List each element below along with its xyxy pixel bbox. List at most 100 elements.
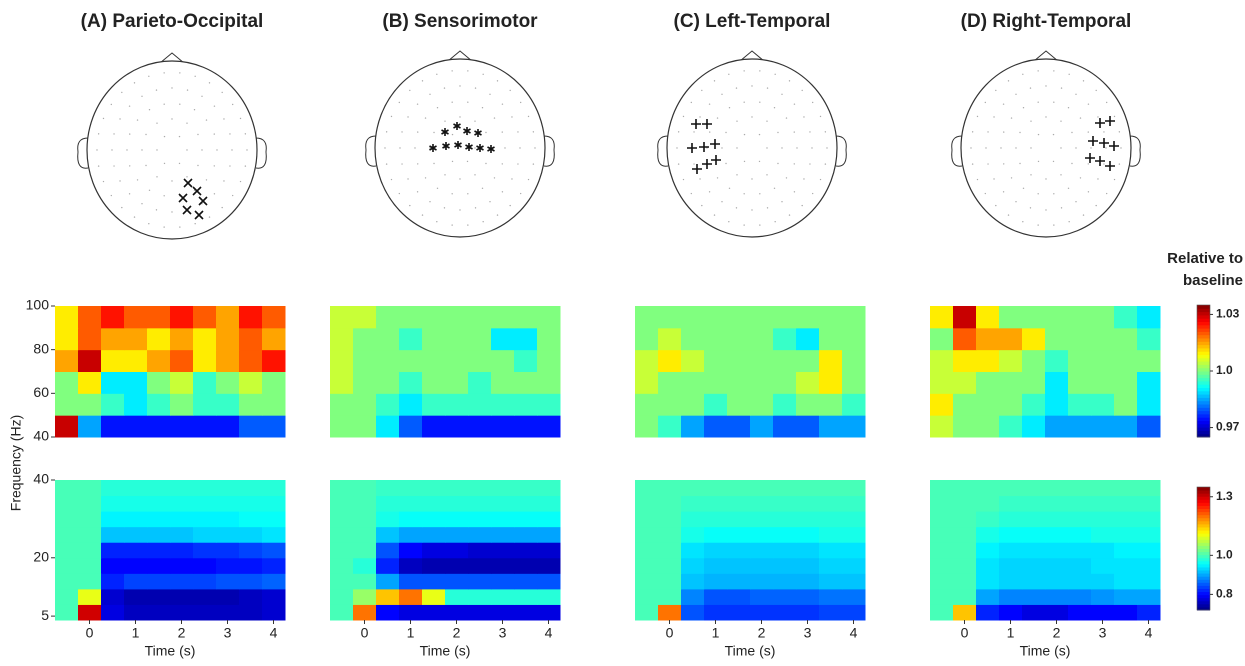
x-tick-label: 3: [499, 625, 507, 641]
electrode: [677, 163, 680, 165]
colorbar-segment: [1197, 390, 1210, 395]
heatmap-cell: [999, 371, 1023, 394]
heatmap-cell: [262, 371, 286, 394]
electrode: [809, 163, 811, 165]
electrode: [119, 118, 121, 120]
heatmap-cell: [930, 371, 954, 394]
heatmap-cell: [422, 349, 446, 372]
heatmap-cell: [491, 526, 515, 543]
electrode: [1097, 178, 1099, 180]
electrode: [774, 221, 776, 223]
heatmap-cell: [55, 557, 79, 574]
electrode: [216, 149, 218, 151]
electrode: [993, 116, 995, 118]
heatmap-cell: [930, 306, 954, 329]
electrode: [758, 133, 761, 136]
electrode: [1075, 93, 1077, 96]
heatmap-cell: [239, 327, 263, 351]
colorbar-segment: [1197, 417, 1210, 421]
electrode: [713, 80, 716, 82]
heatmap-cell: [819, 511, 843, 528]
heatmap-cell: [796, 511, 820, 528]
electrode: [443, 207, 446, 209]
heatmap-cell: [399, 526, 423, 543]
heatmap-cell: [239, 480, 263, 497]
heatmap-cell: [930, 393, 954, 416]
heatmap-cell: [468, 393, 492, 416]
heatmap-cell: [1114, 371, 1138, 394]
colorbar-segment: [1197, 600, 1210, 605]
heatmap-cell: [930, 557, 954, 574]
colorbar-segment: [1197, 305, 1210, 309]
electrode-marker: [1095, 156, 1105, 166]
colorbar-segment: [1197, 338, 1210, 342]
heatmap-cell: [468, 306, 492, 329]
heatmap-cell: [330, 526, 354, 543]
electrode: [1007, 214, 1010, 216]
heatmap-cell: [999, 604, 1023, 621]
heatmap-cell: [1137, 415, 1161, 438]
topoplot: [365, 50, 555, 238]
heatmap-cell: [376, 526, 400, 543]
heatmap-cell: [819, 526, 843, 543]
heatmap-cell: [514, 415, 538, 438]
heatmap-cell: [353, 604, 377, 621]
heatmap-cell: [681, 542, 705, 559]
colorbar-segment: [1197, 588, 1210, 593]
electrode: [793, 103, 796, 105]
heatmap-cell: [239, 306, 263, 329]
heatmap-cell: [170, 480, 194, 497]
heatmap-cell: [330, 480, 354, 497]
electrode: [1095, 204, 1097, 207]
heatmap-cell: [658, 327, 682, 351]
electrode: [793, 191, 796, 193]
heatmap-cell: [819, 480, 843, 497]
heatmap-cell: [930, 588, 954, 605]
electrode: [511, 178, 513, 180]
electrode: [485, 162, 487, 165]
heatmap-cell: [819, 588, 843, 605]
heatmap-cell: [681, 557, 705, 574]
heatmap-cell: [635, 604, 659, 621]
heatmap-cell: [55, 495, 79, 512]
heatmap-cell: [1045, 415, 1069, 438]
colorbar-tick-label: 1.03: [1216, 307, 1240, 321]
heatmap-cell: [55, 306, 79, 329]
heatmap-cell: [842, 588, 866, 605]
heatmap-cell: [445, 393, 469, 416]
heatmap-cell: [491, 415, 515, 438]
colorbar-segment: [1197, 582, 1210, 586]
electrode: [493, 177, 496, 179]
heatmap-cell: [193, 557, 217, 574]
x-tick-label: 1: [407, 625, 415, 641]
electrode: [213, 105, 216, 107]
heatmap-cell: [1022, 393, 1046, 416]
heatmap-cell: [976, 588, 1000, 605]
electrode: [759, 224, 761, 226]
heatmap-cell: [216, 495, 240, 512]
heatmap-cell: [750, 495, 774, 512]
heatmap-cell: [1091, 557, 1115, 574]
electrode: [501, 163, 503, 165]
electrode-marker: [692, 164, 702, 174]
electrode: [751, 116, 753, 118]
heatmap-cell: [330, 573, 354, 590]
electrode: [985, 147, 987, 149]
heatmap-cell: [953, 573, 977, 590]
colorbar-segment: [1197, 423, 1210, 428]
heatmap-cell: [1045, 495, 1069, 512]
colorbar-segment: [1197, 367, 1210, 372]
electrode: [244, 165, 247, 167]
electrode: [811, 101, 814, 104]
heatmap-cell: [537, 495, 561, 512]
heatmap-cell: [750, 526, 774, 543]
heatmap-cell: [976, 511, 1000, 528]
heatmap-cell: [976, 371, 1000, 394]
heatmap-cell: [953, 588, 977, 605]
heatmap-cell: [193, 415, 217, 438]
electrode: [1060, 120, 1062, 122]
colorbar-segment: [1197, 545, 1210, 549]
electrode: [481, 187, 484, 189]
heatmap-cell: [330, 495, 354, 512]
heatmap-cell: [1114, 349, 1138, 372]
